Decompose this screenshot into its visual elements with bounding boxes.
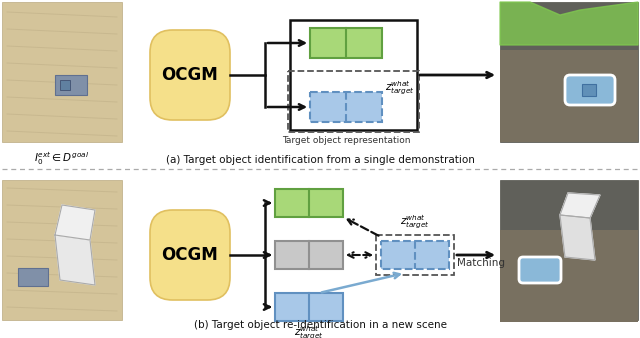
FancyBboxPatch shape	[150, 30, 230, 120]
Bar	[55, 75, 87, 95]
Bar	[500, 2, 638, 142]
Bar	[310, 92, 382, 122]
Text: Matching: Matching	[457, 258, 505, 268]
Bar	[2, 2, 122, 142]
Polygon shape	[55, 235, 95, 285]
Bar	[2, 180, 122, 320]
Bar	[376, 235, 454, 275]
Polygon shape	[560, 193, 600, 218]
Text: $z_{target}^{what}$: $z_{target}^{what}$	[385, 80, 415, 97]
Bar	[275, 189, 343, 217]
Polygon shape	[560, 215, 595, 260]
Bar	[500, 230, 638, 322]
Bar	[582, 84, 596, 96]
Text: (b) Target object re-identification in a new scene: (b) Target object re-identification in a…	[193, 320, 447, 330]
Bar	[275, 241, 343, 269]
Bar	[500, 50, 638, 142]
Text: $z_{target}^{what}$: $z_{target}^{what}$	[400, 214, 430, 231]
Bar	[381, 241, 449, 269]
Bar	[18, 268, 48, 286]
Bar	[310, 28, 382, 58]
Text: (a) Target object identification from a single demonstration: (a) Target object identification from a …	[166, 155, 474, 165]
Text: $I_0^{ext} \in D^{goal}$: $I_0^{ext} \in D^{goal}$	[35, 150, 90, 167]
Text: $z_{target}^{what}$: $z_{target}^{what}$	[294, 325, 324, 338]
Bar	[60, 80, 70, 90]
Text: Target object representation: Target object representation	[282, 136, 410, 145]
Text: OCGM: OCGM	[162, 66, 218, 84]
Bar	[500, 180, 638, 320]
Bar	[290, 20, 417, 130]
Text: OCGM: OCGM	[162, 246, 218, 264]
Polygon shape	[55, 205, 95, 240]
FancyBboxPatch shape	[565, 75, 615, 105]
FancyBboxPatch shape	[519, 257, 561, 283]
Bar	[288, 71, 419, 132]
Bar	[275, 293, 343, 321]
Polygon shape	[500, 2, 638, 45]
FancyBboxPatch shape	[150, 210, 230, 300]
